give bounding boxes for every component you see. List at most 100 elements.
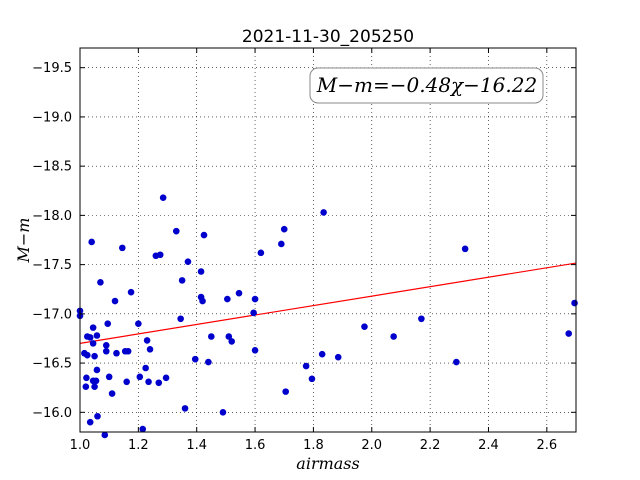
data-point bbox=[177, 315, 184, 323]
data-point bbox=[318, 350, 326, 358]
grid-lines bbox=[79, 48, 576, 432]
x-tick-label: 1.8 bbox=[303, 438, 324, 453]
fit-annotation: M−m=−0.48χ−16.22 bbox=[309, 67, 544, 104]
data-point bbox=[123, 378, 130, 386]
x-tick-label: 1.2 bbox=[128, 438, 149, 453]
chart-title: 2021-11-30_205250 bbox=[242, 27, 414, 47]
y-tick-label: −16.5 bbox=[32, 357, 72, 372]
y-tick-label: −18.0 bbox=[32, 209, 72, 224]
data-point bbox=[172, 227, 180, 235]
y-tick-label: −17.0 bbox=[32, 307, 72, 322]
x-axis-label: airmass bbox=[296, 454, 359, 473]
data-point bbox=[565, 330, 573, 337]
x-tick-label: 2.2 bbox=[420, 438, 441, 453]
data-point bbox=[334, 353, 342, 361]
data-point bbox=[105, 373, 113, 381]
data-point bbox=[113, 349, 120, 357]
data-point bbox=[136, 373, 144, 381]
axis-ticks: 1.0 1.2 1.4 1.6 1.8 2.0 2.2 2.4 2.6 −16.0 −16.5 −17… bbox=[32, 48, 576, 453]
data-point bbox=[181, 405, 189, 412]
y-axis-label: M−m bbox=[14, 218, 33, 264]
data-point bbox=[156, 251, 164, 259]
data-point bbox=[282, 388, 289, 395]
data-point bbox=[418, 315, 425, 323]
fit-line bbox=[79, 262, 577, 344]
data-point bbox=[83, 351, 91, 359]
data-point bbox=[89, 340, 97, 347]
data-point bbox=[257, 249, 265, 257]
data-point bbox=[86, 334, 94, 341]
data-point bbox=[225, 333, 233, 340]
data-point bbox=[205, 358, 212, 366]
data-point bbox=[143, 337, 151, 344]
data-point bbox=[235, 289, 243, 297]
plot-frame bbox=[79, 47, 577, 433]
data-point bbox=[224, 295, 231, 303]
data-point bbox=[135, 320, 142, 327]
data-point bbox=[219, 409, 227, 416]
x-tick-label: 2.4 bbox=[478, 438, 499, 453]
data-point bbox=[101, 431, 109, 439]
data-point bbox=[278, 240, 285, 248]
fit-line-group bbox=[79, 262, 577, 344]
data-point bbox=[93, 332, 101, 339]
data-point bbox=[102, 342, 110, 349]
data-point bbox=[119, 244, 126, 252]
data-point bbox=[146, 345, 154, 353]
data-point bbox=[280, 225, 288, 233]
data-point bbox=[86, 418, 94, 426]
data-point bbox=[91, 383, 98, 391]
data-point bbox=[124, 347, 132, 355]
data-point bbox=[83, 374, 90, 382]
data-point bbox=[308, 375, 316, 383]
data-point bbox=[250, 309, 257, 317]
x-tick-label: 1.0 bbox=[70, 438, 91, 453]
data-point bbox=[390, 333, 397, 340]
data-point bbox=[139, 425, 147, 433]
data-point bbox=[155, 379, 163, 387]
x-tick-label: 1.4 bbox=[186, 438, 207, 453]
data-point bbox=[82, 383, 90, 391]
data-point bbox=[251, 295, 259, 303]
annotation-box bbox=[309, 67, 544, 104]
data-point bbox=[200, 231, 208, 239]
data-point bbox=[93, 366, 101, 374]
data-point bbox=[453, 358, 460, 366]
data-point bbox=[159, 194, 167, 201]
data-point bbox=[251, 346, 259, 354]
data-point bbox=[97, 279, 104, 286]
data-point bbox=[207, 333, 215, 340]
data-point bbox=[102, 347, 110, 355]
annotation-text: M−m=−0.48χ−16.22 bbox=[316, 73, 537, 97]
data-point bbox=[91, 352, 98, 360]
data-point bbox=[199, 297, 206, 305]
data-point bbox=[94, 412, 101, 420]
y-tick-label: −16.0 bbox=[32, 406, 72, 421]
data-points bbox=[76, 194, 578, 439]
data-point bbox=[104, 320, 112, 327]
data-point bbox=[108, 390, 116, 397]
data-point bbox=[142, 364, 149, 372]
y-tick-label: −19.5 bbox=[32, 61, 72, 76]
data-point bbox=[145, 378, 152, 386]
data-point bbox=[361, 323, 368, 330]
data-point bbox=[571, 299, 578, 307]
x-tick-label: 2.6 bbox=[536, 438, 557, 453]
y-tick-label: −17.5 bbox=[32, 258, 72, 273]
data-point bbox=[127, 288, 135, 296]
data-point bbox=[197, 268, 205, 275]
data-point bbox=[191, 355, 199, 363]
x-tick-label: 2.0 bbox=[361, 438, 382, 453]
data-point bbox=[88, 238, 95, 246]
y-tick-label: −19.0 bbox=[32, 110, 72, 125]
data-point bbox=[111, 297, 119, 305]
data-point bbox=[320, 209, 327, 216]
data-point bbox=[302, 362, 310, 370]
data-point bbox=[162, 374, 170, 382]
y-tick-label: −18.5 bbox=[32, 160, 72, 175]
data-point bbox=[184, 258, 192, 265]
data-point bbox=[178, 277, 186, 284]
data-point bbox=[92, 377, 100, 385]
x-tick-label: 1.6 bbox=[245, 438, 266, 453]
